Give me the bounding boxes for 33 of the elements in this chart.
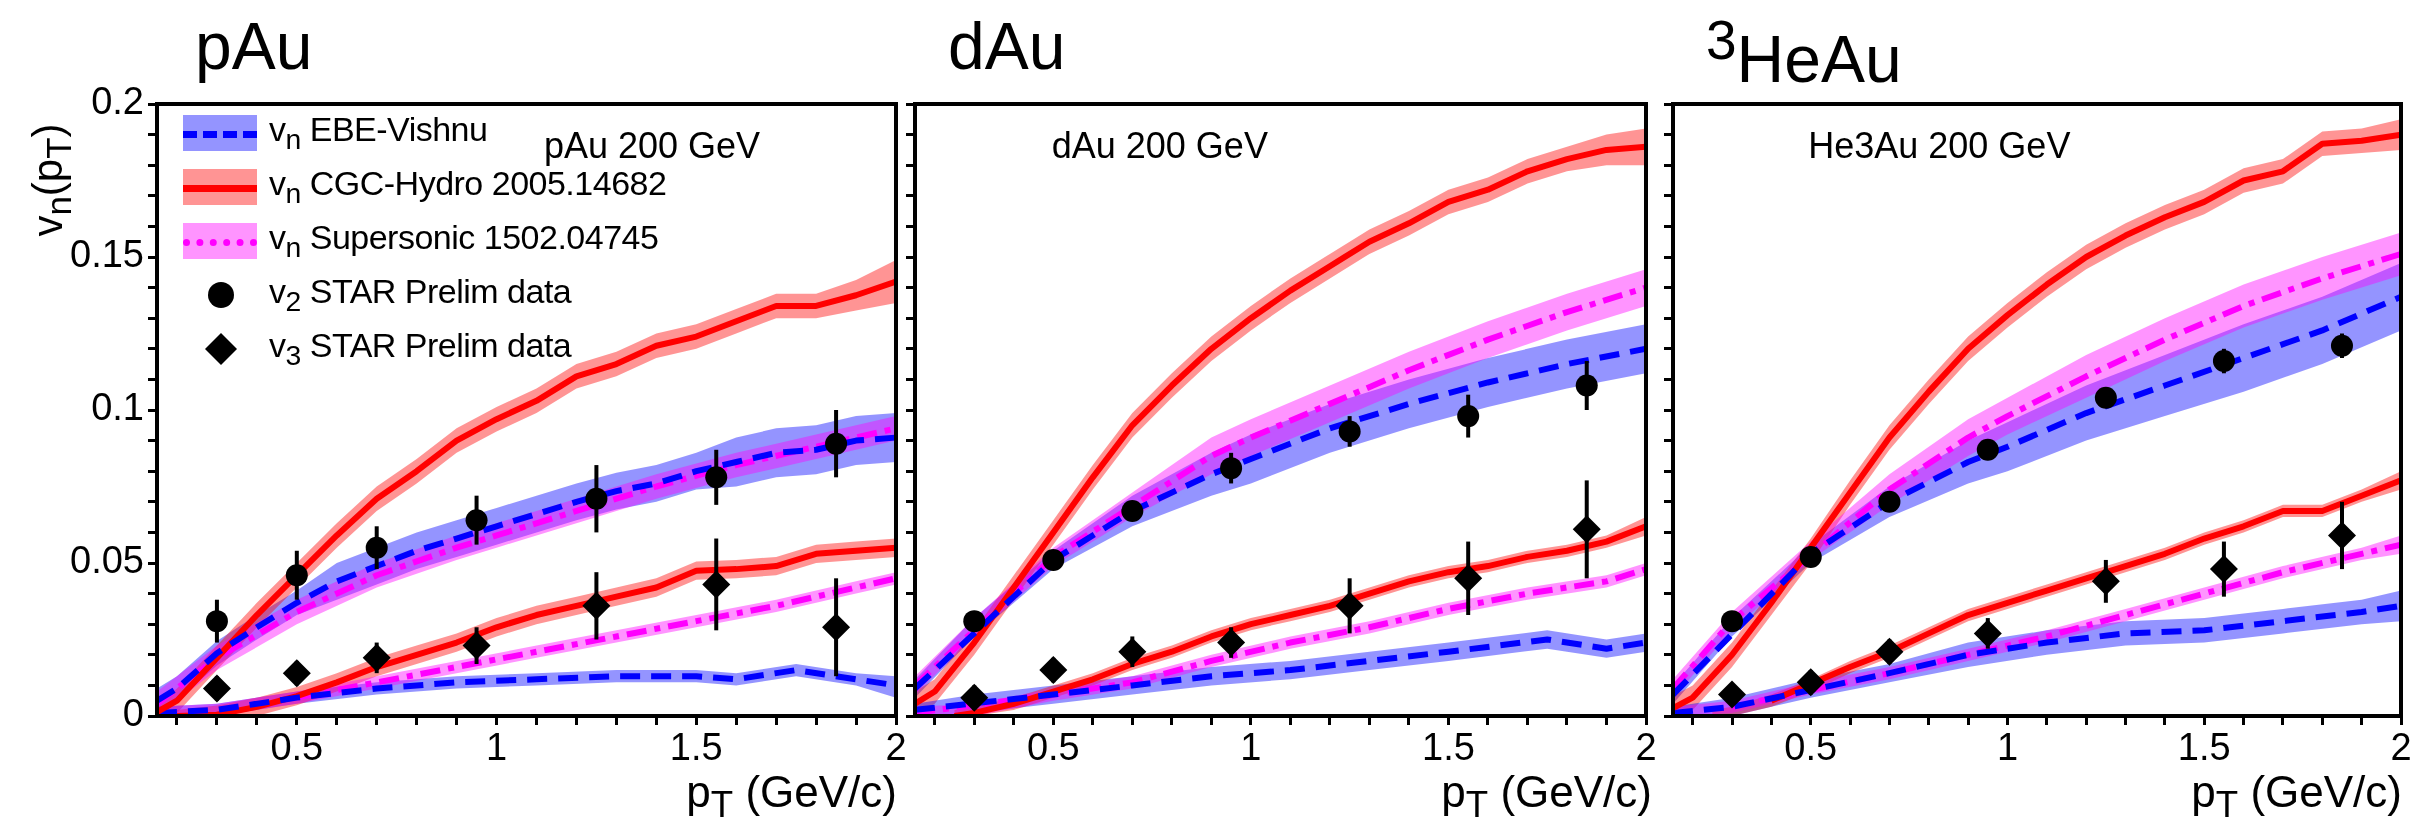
x-tick-label: 2: [2390, 726, 2412, 769]
y-tick-label: 0.15: [70, 233, 144, 276]
x-axis-title: p$_{T}$ (GeV/c): [686, 767, 897, 826]
chart-title: pAu: [195, 9, 313, 83]
point: [1878, 490, 1901, 513]
x-tick-label: 0.5: [1026, 726, 1080, 769]
x-tick-label: 1: [485, 726, 508, 769]
y-tick-label: 0.2: [91, 80, 144, 123]
x-tick-label: 1.5: [2177, 726, 2231, 769]
x-tick-label: 1.5: [1422, 726, 1475, 769]
annotation: pAu 200 GeV: [543, 125, 761, 166]
x-tick-label: 1.5: [669, 726, 723, 769]
y-tick-label: 0.05: [70, 539, 144, 582]
x-axis-title: p$_{T}$ (GeV/c): [1441, 767, 1652, 826]
x-tick-label: 2: [1635, 726, 1657, 769]
x-tick-label: 1: [1996, 726, 2019, 769]
legend-label: v$_{3}$ STAR Prelim data: [269, 326, 572, 372]
legend-label: v$_{n}$ EBE-Vishnu: [269, 110, 488, 156]
annotation: dAu 200 GeV: [1051, 125, 1268, 166]
y-tick-label: 0.1: [91, 386, 144, 429]
point: [1799, 545, 1822, 568]
chart-title: $^{3}$HeAu: [1706, 9, 1902, 96]
annotation: He3Au 200 GeV: [1808, 125, 2071, 166]
chart-title: dAu: [948, 9, 1066, 83]
x-tick-label: 0.5: [1784, 726, 1838, 769]
legend-label: v$_{n}$ Supersonic 1502.04745: [269, 218, 659, 264]
x-axis-title: p$_{T}$ (GeV/c): [2191, 767, 2402, 826]
x-tick-label: 2: [885, 726, 907, 769]
x-tick-label: 0.5: [270, 726, 324, 769]
legend-label: v$_{2}$ STAR Prelim data: [269, 272, 572, 318]
x-tick-label: 1: [1240, 726, 1262, 769]
point: [1721, 610, 1744, 633]
y-tick-label: 0: [122, 692, 144, 735]
